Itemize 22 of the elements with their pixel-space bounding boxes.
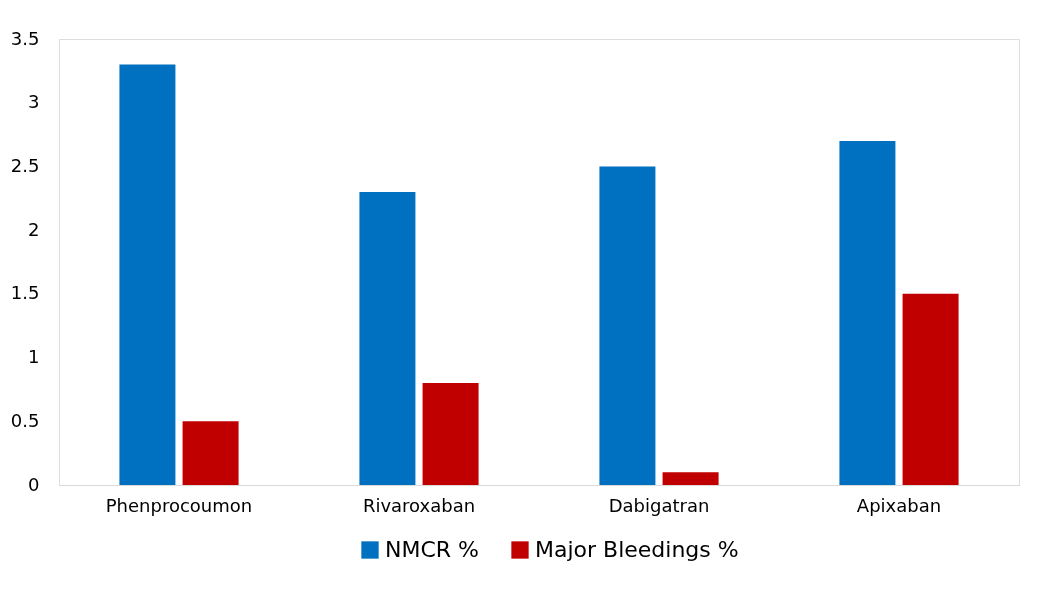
x-tick-label: Apixaban xyxy=(856,494,942,516)
bar xyxy=(839,140,896,485)
y-tick-label: 3 xyxy=(28,91,40,113)
bar xyxy=(182,421,239,485)
legend-label: NMCR % xyxy=(385,537,479,562)
y-tick-label: 2.5 xyxy=(10,154,40,176)
bar xyxy=(359,191,416,485)
x-tick-label: Dabigatran xyxy=(608,494,710,516)
y-tick-label: 3.5 xyxy=(10,27,40,49)
legend-label: Major Bleedings % xyxy=(535,537,739,562)
y-tick-label: 0.5 xyxy=(10,409,40,431)
bar xyxy=(422,383,479,485)
bar xyxy=(662,472,719,485)
bar xyxy=(119,64,176,485)
bar xyxy=(902,293,959,485)
bar xyxy=(599,166,656,485)
y-tick-label: 0 xyxy=(28,473,40,495)
y-tick-label: 1.5 xyxy=(10,282,40,304)
y-tick-label: 2 xyxy=(28,218,40,240)
x-tick-label: Rivaroxaban xyxy=(362,494,476,516)
y-tick-label: 1 xyxy=(28,346,40,368)
x-tick-label: Phenprocoumon xyxy=(105,494,253,516)
